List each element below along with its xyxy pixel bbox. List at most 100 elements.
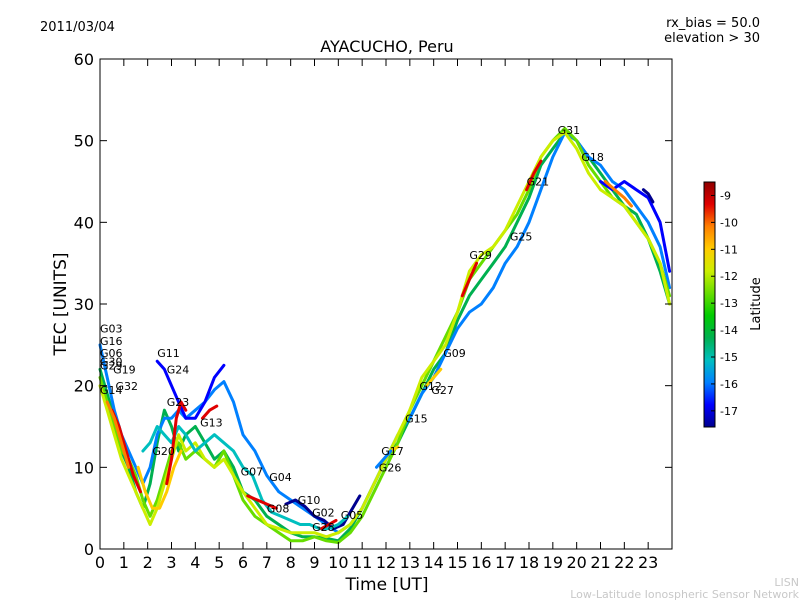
colorbar-ticks: -9 -10 -11 -12 -13 -14 -15 -16 -17 xyxy=(711,189,738,418)
satellite-label: G05 xyxy=(341,509,364,522)
satellite-label: G02 xyxy=(312,506,335,519)
y-axis-label: TEC [UNITS] xyxy=(51,252,71,356)
y-tick-label: 30 xyxy=(74,295,94,314)
param-rx-bias: rx_bias = 50.0 xyxy=(666,16,760,31)
tec-series-9 xyxy=(105,400,131,469)
satellite-label: G10 xyxy=(298,494,321,507)
y-tick-label: 20 xyxy=(74,377,94,396)
tec-series-16 xyxy=(525,159,543,192)
x-tick-label: 4 xyxy=(190,553,200,572)
satellite-labels: G03G16G06G30G29G19G32G14G11G24G23G13G20G… xyxy=(100,124,604,534)
x-tick-label: 6 xyxy=(238,553,248,572)
x-tick-label: 1 xyxy=(119,553,129,572)
satellite-label: G31 xyxy=(558,124,581,137)
satellite-label: G19 xyxy=(113,363,136,376)
satellite-label: G12 xyxy=(419,380,442,393)
tec-series-11 xyxy=(165,400,188,486)
tec-series-3 xyxy=(98,131,672,539)
satellite-label: G26 xyxy=(379,461,402,474)
satellite-label: G11 xyxy=(157,347,180,360)
satellite-label: G16 xyxy=(100,335,123,348)
tec-series-5 xyxy=(284,494,362,531)
x-tick-label: 5 xyxy=(214,553,224,572)
x-axis-label: Time [UT] xyxy=(344,575,428,595)
x-tick-label: 21 xyxy=(590,553,610,572)
satellite-label: G29 xyxy=(100,359,123,372)
y-tick-label: 50 xyxy=(74,132,94,151)
x-tick-label: 3 xyxy=(166,553,176,572)
satellite-label: G20 xyxy=(152,445,175,458)
satellite-label: G30 xyxy=(100,355,123,368)
tec-series-17 xyxy=(603,180,633,208)
colorbar xyxy=(703,181,716,428)
x-tick-label: 12 xyxy=(376,553,396,572)
x-tick-label: 20 xyxy=(566,553,586,572)
tec-series-2 xyxy=(98,126,672,544)
satellite-label: G15 xyxy=(405,412,428,425)
satellite-label: G03 xyxy=(100,323,123,336)
satellite-label: G32 xyxy=(116,380,139,393)
x-axis-ticks: 0 1 2 3 4 5 6 7 8 9 10 11 12 13 14 15 16 17 18 19 20 21 22 23 xyxy=(95,59,658,572)
x-tick-label: 19 xyxy=(543,553,563,572)
satellite-label: G25 xyxy=(510,230,533,243)
colorbar-tick-label: -9 xyxy=(720,189,731,202)
y-axis-ticks: 0 10 20 30 40 50 60 xyxy=(74,50,672,559)
tec-series-6 xyxy=(141,425,350,531)
x-tick-label: 8 xyxy=(286,553,296,572)
satellite-label: G17 xyxy=(381,445,404,458)
colorbar-tick-label: -17 xyxy=(720,405,738,418)
colorbar-tick-label: -13 xyxy=(720,297,738,310)
x-tick-label: 16 xyxy=(471,553,491,572)
colorbar-tick-label: -14 xyxy=(720,324,738,337)
tec-series-12 xyxy=(201,404,219,420)
satellite-label: G09 xyxy=(443,347,466,360)
x-tick-label: 22 xyxy=(614,553,634,572)
date-label: 2011/03/04 xyxy=(40,20,115,35)
x-tick-label: 10 xyxy=(328,553,348,572)
x-tick-label: 11 xyxy=(352,553,372,572)
x-tick-label: 7 xyxy=(262,553,272,572)
x-tick-label: 15 xyxy=(447,553,467,572)
satellite-label: G04 xyxy=(269,471,292,484)
tec-series-8 xyxy=(110,408,142,494)
satellite-label: G27 xyxy=(431,384,454,397)
satellite-label: G18 xyxy=(581,151,604,164)
satellite-label: G23 xyxy=(167,396,190,409)
colorbar-tick-label: -10 xyxy=(720,216,738,229)
tec-series-19 xyxy=(425,367,443,388)
tec-series-4 xyxy=(155,359,226,420)
credit-name: LISN xyxy=(774,576,799,589)
satellite-label: G13 xyxy=(200,417,223,430)
tec-series-13 xyxy=(246,494,278,510)
plot-frame xyxy=(99,58,673,550)
x-tick-label: 17 xyxy=(495,553,515,572)
satellite-label: G21 xyxy=(527,176,550,189)
satellite-label: G08 xyxy=(267,502,290,515)
colorbar-tick-label: -11 xyxy=(720,243,738,256)
x-tick-label: 2 xyxy=(143,553,153,572)
x-tick-label: 9 xyxy=(309,553,319,572)
tec-series-10 xyxy=(136,449,183,510)
x-tick-label: 13 xyxy=(400,553,420,572)
colorbar-tick-label: -12 xyxy=(720,270,738,283)
x-tick-label: 18 xyxy=(519,553,539,572)
satellite-label: G07 xyxy=(241,466,264,479)
param-elevation: elevation > 30 xyxy=(664,31,760,46)
tec-series-20 xyxy=(375,449,393,469)
colorbar-label: Latitude xyxy=(749,277,764,331)
tec-series-15 xyxy=(460,261,479,298)
x-tick-label: 0 xyxy=(95,553,105,572)
series-layer xyxy=(98,126,672,544)
satellite-label: G29 xyxy=(469,249,492,262)
satellite-label: G06 xyxy=(100,347,123,360)
colorbar-tick-label: -16 xyxy=(720,378,738,391)
x-tick-label: 23 xyxy=(638,553,658,572)
y-tick-label: 60 xyxy=(74,50,94,69)
chart-title: AYACUCHO, Peru xyxy=(320,37,453,56)
satellite-label: G24 xyxy=(167,363,190,376)
x-tick-label: 14 xyxy=(423,553,443,572)
tec-series-14 xyxy=(320,518,338,531)
y-tick-label: 0 xyxy=(84,540,94,559)
credit-network: Low-Latitude Ionospheric Sensor Network xyxy=(570,588,799,600)
